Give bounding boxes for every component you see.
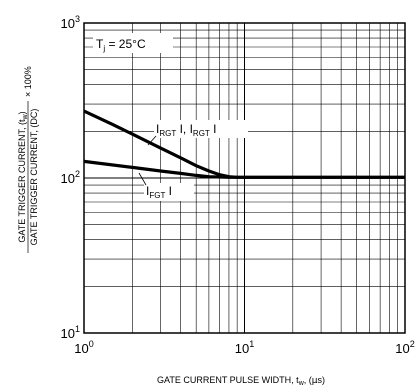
y-axis-label-numerator-tail: ) (17, 111, 27, 114)
y-axis-label-numerator-main: GATE TRIGGER CURRENT, (t (17, 119, 27, 243)
y-axis-label-numerator-sub: w (22, 113, 29, 120)
condition-label-tail: = 25°C (105, 37, 146, 51)
series-label-2-part-0: I (146, 184, 149, 198)
series-label-1-part-2: I (176, 122, 183, 136)
x-axis-label-main: GATE CURRENT PULSE WIDTH, t (157, 375, 299, 385)
series-label-2-bg (144, 183, 194, 201)
x-tick-label-0: 100 (74, 339, 93, 356)
condition-label-sub: j (102, 44, 105, 53)
curves (83, 109, 405, 179)
x-axis-label-sub: w (298, 380, 305, 387)
y-axis-label-denominator: GATE TRIGGER CURRENT, (DC) (29, 109, 39, 246)
y-tick-label-exponent: 3 (75, 14, 80, 24)
y-tick-label-exponent: 2 (75, 169, 80, 179)
x-tick-label-exponent: 2 (410, 339, 415, 349)
x-axis-label-tail: , ( (304, 375, 312, 385)
series-label-2-part-2: I (165, 184, 172, 198)
y-tick-label-base: 10 (61, 16, 75, 31)
x-tick-label-base: 10 (74, 341, 88, 356)
y-axis-label: GATE TRIGGER CURRENT, (tw) GATE TRIGGER … (17, 66, 39, 253)
series-label-1-part-5: I (210, 122, 217, 136)
x-axis-label: GATE CURRENT PULSE WIDTH, tw, (µs) (157, 375, 325, 387)
y-tick-label-1: 102 (61, 169, 80, 186)
series-label-1-bg (154, 120, 248, 138)
series-label-1-part-1: RGT (159, 129, 176, 138)
series-label-1-leader (147, 135, 157, 146)
condition-label-main: T (96, 37, 104, 51)
x-axis-label-mu: µ (312, 376, 318, 386)
x-axis-label-unit: s) (317, 375, 325, 385)
y-tick-label-base: 10 (61, 326, 75, 341)
x-tick-label-exponent: 1 (249, 339, 254, 349)
series-label-1-part-4: RGT (193, 129, 210, 138)
x-tick-label-2: 102 (395, 339, 414, 356)
series-label-1-part-0: I (156, 122, 159, 136)
series-label-2-part-1: FGT (149, 191, 165, 200)
y-tick-label-2: 103 (61, 14, 80, 31)
condition-label-bg (93, 33, 173, 53)
condition-label: Tj = 25°C (96, 37, 146, 53)
y-tick-label-base: 10 (61, 171, 75, 186)
series-label-1-part-3: , I (183, 122, 193, 136)
x-tick-label-1: 101 (235, 339, 254, 356)
series-label-2-leader (138, 172, 147, 186)
series-label-1: IRGT I, IRGT I (156, 122, 216, 138)
y-axis-label-factor: × 100% (23, 66, 33, 97)
y-tick-label-exponent: 1 (75, 324, 80, 334)
plot-frame (83, 22, 406, 334)
x-tick-label-exponent: 0 (89, 339, 94, 349)
series-label-2: IFGT I (146, 184, 172, 200)
y-tick-label-0: 101 (61, 324, 80, 341)
series-line-2 (83, 159, 405, 179)
y-axis-label-numerator: GATE TRIGGER CURRENT, (tw) (17, 111, 29, 242)
x-tick-label-base: 10 (395, 341, 409, 356)
x-tick-label-base: 10 (235, 341, 249, 356)
